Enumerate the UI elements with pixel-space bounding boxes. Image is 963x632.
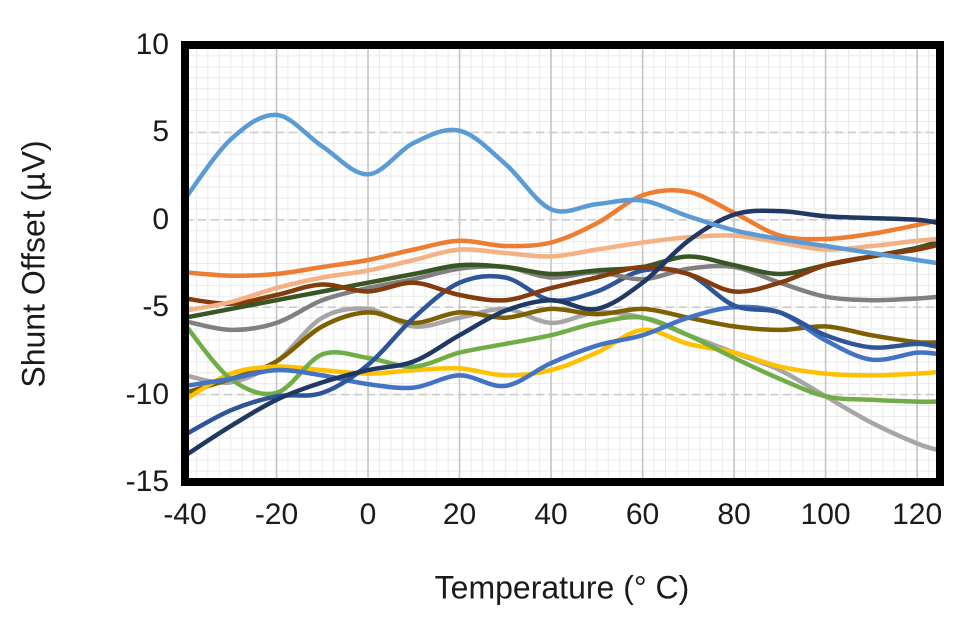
y-tick-label: 5: [152, 115, 169, 149]
series-line-unit-13-olive: [185, 306, 940, 396]
series-line-unit-9-green: [185, 314, 940, 404]
x-tick-label: 40: [534, 498, 568, 531]
series-line-unit-5-darkblue: [185, 266, 940, 438]
x-tick-label: 0: [359, 498, 377, 531]
series-line-unit-12-gold: [185, 327, 940, 403]
x-axis-title: Temperature (° C): [434, 569, 690, 606]
x-tick-label: -40: [163, 498, 207, 531]
series-line-unit-11-brown: [185, 242, 940, 306]
series-group: [185, 112, 940, 459]
series-line-unit-1-lightblue: [185, 112, 940, 266]
x-tick-label: 120: [892, 498, 943, 531]
plot-border: [181, 41, 944, 486]
y-tick-label: 0: [152, 202, 169, 236]
x-tick-label: 20: [442, 498, 477, 531]
x-tick-label: -20: [254, 498, 299, 531]
x-tick-label: 60: [625, 498, 660, 531]
y-tick-label: -5: [142, 290, 169, 324]
y-tick-label: 10: [135, 28, 169, 61]
y-tick-label: -15: [125, 465, 169, 498]
x-tick-label: 100: [800, 498, 851, 531]
x-tick-label: 80: [717, 498, 751, 531]
series-line-unit-3-lightorange: [185, 233, 940, 313]
series-line-unit-6-blue: [185, 304, 940, 391]
series-line-unit-4-navy: [185, 208, 940, 459]
y-tick-label: -10: [125, 377, 169, 411]
series-line-unit-2-orange: [185, 188, 940, 279]
